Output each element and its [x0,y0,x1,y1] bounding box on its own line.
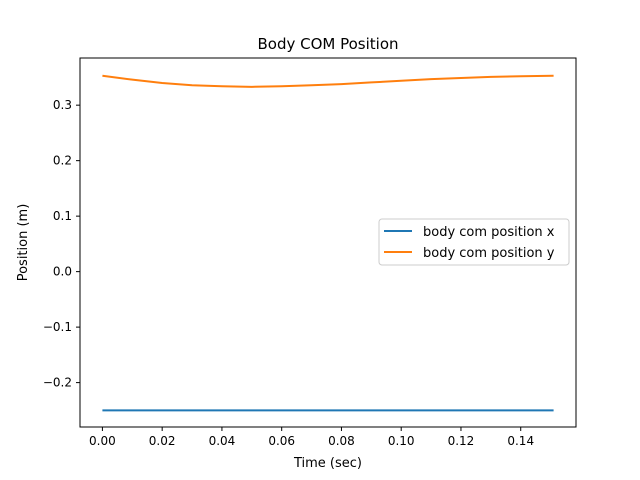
chart-title: Body COM Position [257,35,398,53]
x-ticks: 0.00 0.02 0.04 0.06 0.08 0.10 0.12 0.14 [89,427,534,448]
y-tick-label: −0.2 [43,376,72,390]
x-tick-label: 0.12 [448,434,475,448]
x-tick-label: 0.08 [328,434,355,448]
y-axis-label: Position (m) [16,204,31,282]
x-tick-label: 0.06 [268,434,295,448]
y-tick-label: 0.1 [53,209,72,223]
series-line-1 [102,74,554,88]
plot-lines [102,74,554,412]
x-tick-label: 0.00 [89,434,116,448]
x-tick-label: 0.04 [209,434,236,448]
legend-box [378,218,570,266]
x-axis-label: Time (sec) [293,456,362,471]
x-tick-label: 0.02 [149,434,176,448]
y-ticks: −0.2 −0.1 0.0 0.1 0.2 0.3 [43,98,80,390]
legend-label-0: body com position x [423,225,555,240]
y-tick-label: 0.2 [53,154,72,168]
x-tick-label: 0.14 [507,434,534,448]
plot-frame [79,57,577,428]
y-tick-label: −0.1 [43,320,72,334]
legend: body com position x body com position y [378,218,570,266]
x-tick-label: 0.10 [388,434,415,448]
legend-label-1: body com position y [423,246,555,261]
y-tick-label: 0.3 [53,98,72,112]
y-tick-label: 0.0 [53,265,72,279]
